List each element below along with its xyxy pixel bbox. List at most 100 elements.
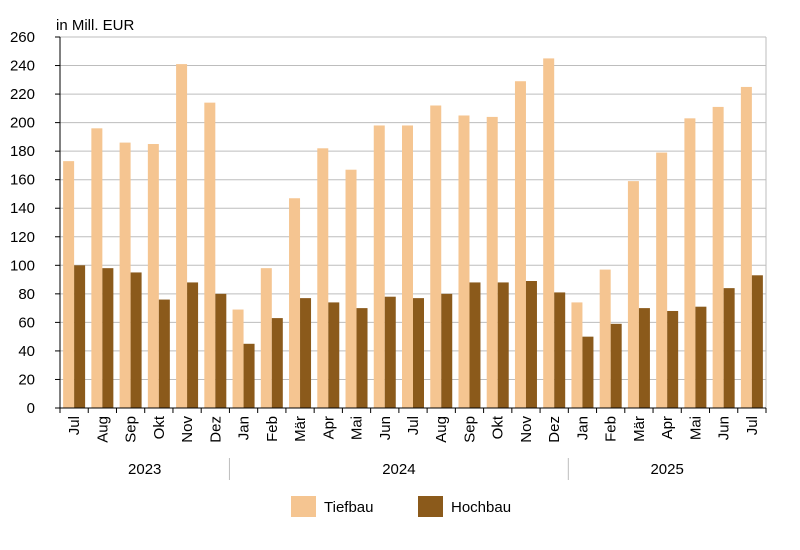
bar-tiefbau-22 [656,152,668,408]
bar-hochbau-10 [328,302,340,408]
y-tick-label: 60 [18,314,35,331]
y-tick-label: 160 [10,172,35,189]
bar-tiefbau-6 [204,102,216,408]
x-tick-label: Jun [377,416,394,440]
x-tick-label: Jan [236,416,253,440]
x-tick-label: Sep [461,416,478,443]
bar-hochbau-18 [554,292,566,408]
bar-tiefbau-10 [317,148,329,409]
bar-hochbau-2 [102,268,114,408]
y-tick-label: 20 [18,371,35,388]
y-tick-label: 200 [10,115,35,132]
bar-tiefbau-8 [260,268,272,408]
year-label: 2025 [650,461,683,478]
x-tick-label: Okt [151,415,168,439]
year-label: 2023 [128,461,161,478]
x-tick-label: Mär [631,416,648,442]
legend-swatch-tiefbau [291,496,316,517]
bar-hochbau-7 [243,343,255,408]
x-axis-labels: Jul Aug Sep Okt Nov Dez Jan Feb Mär Apr Mai Jun Jul A… [59,408,767,443]
bar-tiefbau-7 [232,309,244,408]
x-tick-label: Nov [518,416,535,443]
bar-tiefbau-25 [740,86,752,408]
y-tick-label: 80 [18,286,35,303]
x-tick-label: Jan [574,416,591,440]
x-tick-label: Sep [123,416,140,443]
bar-hochbau-12 [384,296,396,408]
x-tick-label: Aug [94,416,111,443]
bar-hochbau-20 [610,323,622,408]
x-tick-label: Nov [179,416,196,443]
x-tick-label: Dez [546,416,563,443]
bar-tiefbau-15 [458,115,470,408]
bar-hochbau-24 [723,288,735,408]
bar-tiefbau-19 [571,302,583,408]
x-tick-label: Mär [292,416,309,442]
bar-hochbau-25 [751,275,763,408]
bar-hochbau-1 [74,265,86,408]
bar-hochbau-8 [271,318,283,408]
bar-hochbau-15 [469,282,481,408]
x-tick-label: Feb [603,416,620,442]
y-tick-label: 40 [18,343,35,360]
y-tick-label: 140 [10,200,35,217]
bar-hochbau-13 [413,298,424,408]
bar-hochbau-9 [300,298,312,408]
bar-tiefbau-23 [684,118,696,408]
x-tick-label: Apr [659,416,676,439]
x-tick-label: Dez [207,416,224,443]
y-tick-label: 240 [10,58,35,75]
bar-hochbau-3 [130,272,142,408]
y-tick-label: 220 [10,86,35,103]
legend-label-tiefbau: Tiefbau [324,499,373,516]
unit-label: in Mill. EUR [56,17,135,34]
x-tick-label: Jun [716,416,733,440]
bar-hochbau-6 [215,293,227,408]
bar-tiefbau-5 [176,64,188,408]
bar-tiefbau-9 [289,198,301,408]
x-tick-label: Okt [490,415,507,439]
y-tick-label: 180 [10,143,35,160]
bar-hochbau-21 [638,308,650,408]
x-tick-label: Mai [349,416,366,440]
y-tick-label: 260 [10,29,35,46]
y-tick-label: 100 [10,257,35,274]
y-axis-ticks: 0 20 40 60 80 100 120 140 160 180 200 220 240 260 [10,29,60,417]
y-tick-label: 120 [10,229,35,246]
axes [59,37,766,409]
bar-hochbau-19 [582,336,594,408]
x-tick-label: Jul [405,416,422,435]
y-tick-label: 0 [27,400,35,417]
x-tick-label: Apr [320,416,337,439]
year-labels: 2023 2024 2025 [128,458,684,480]
bars [63,58,763,409]
bar-hochbau-4 [158,299,170,408]
bar-tiefbau-12 [373,125,385,408]
bar-hochbau-5 [187,282,199,408]
bar-hochbau-16 [497,282,509,408]
bar-tiefbau-20 [599,269,611,408]
bar-tiefbau-16 [486,116,498,409]
bar-tiefbau-1 [63,161,75,408]
bar-tiefbau-24 [712,106,724,409]
legend-label-hochbau: Hochbau [451,499,511,516]
bar-tiefbau-3 [119,142,131,409]
bar-tiefbau-14 [430,105,442,408]
x-tick-label: Jul [744,416,761,435]
bar-tiefbau-17 [514,81,526,408]
bar-tiefbau-4 [147,144,159,408]
bar-hochbau-22 [667,310,679,408]
year-label: 2024 [382,461,415,478]
bar-hochbau-17 [525,281,537,408]
bar-hochbau-11 [356,308,368,408]
legend: Tiefbau Hochbau [291,496,511,517]
x-tick-label: Feb [264,416,281,442]
x-tick-label: Jul [66,416,83,435]
bar-tiefbau-18 [543,58,555,409]
bar-tiefbau-2 [91,128,103,409]
bar-tiefbau-21 [627,181,639,408]
bar-hochbau-23 [695,306,707,408]
bar-tiefbau-13 [402,125,413,408]
bar-hochbau-14 [441,293,453,408]
